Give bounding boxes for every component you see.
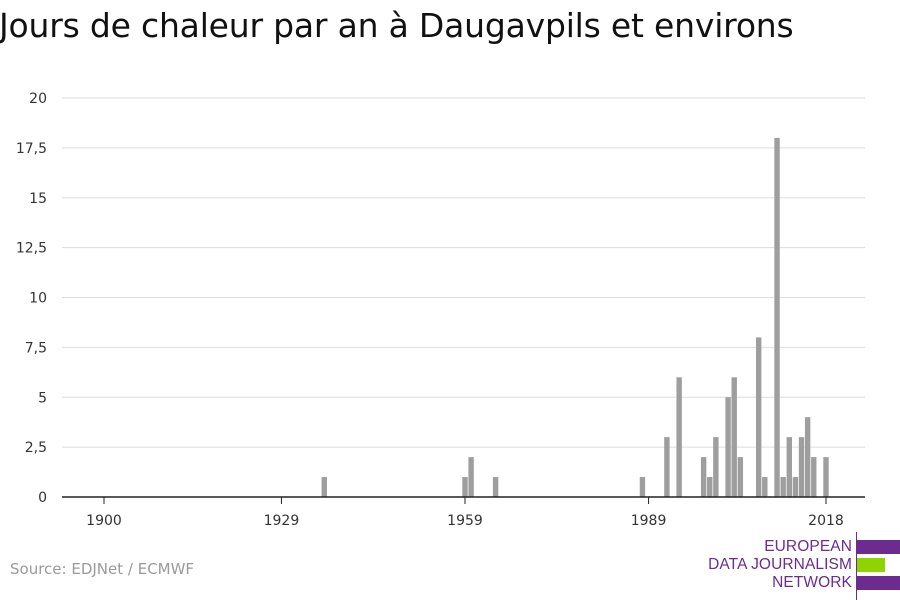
bar <box>462 477 468 497</box>
bar <box>798 437 805 497</box>
bar <box>676 377 682 497</box>
bar <box>700 457 707 497</box>
bar <box>804 417 811 497</box>
logo-bar-purple-bottom <box>857 576 900 590</box>
x-tick-label: 1929 <box>264 513 300 529</box>
bar <box>737 457 744 497</box>
source-note: Source: EDJNet / ECMWF <box>10 560 195 578</box>
y-tick-label: 17,5 <box>16 141 47 157</box>
bar <box>707 477 713 497</box>
chart-title: Jours de chaleur par an à Daugavpils et … <box>0 6 794 45</box>
logo-bar-green <box>857 558 885 572</box>
bar <box>786 437 792 497</box>
bars <box>321 137 829 497</box>
logo-text-line-3: NETWORK <box>772 574 852 591</box>
edjnet-logo: EUROPEAN DATA JOURNALISM NETWORK <box>700 530 900 600</box>
logo-text-line-1: EUROPEAN <box>764 538 852 555</box>
y-tick-label: 15 <box>29 191 47 207</box>
bar <box>780 477 786 497</box>
y-tick-label: 20 <box>29 91 47 107</box>
y-tick-label: 7,5 <box>25 340 47 356</box>
logo-divider <box>856 532 857 600</box>
bar <box>755 337 762 497</box>
bar <box>762 477 768 497</box>
bar <box>823 457 829 497</box>
bar <box>492 477 499 497</box>
bar <box>774 137 780 497</box>
bar <box>468 457 474 497</box>
y-tick-label: 10 <box>29 291 47 307</box>
bar <box>639 477 646 497</box>
bar <box>731 377 737 497</box>
x-tick-label: 1900 <box>86 513 122 529</box>
logo-bar-purple-top <box>857 540 900 554</box>
x-tick-label: 1959 <box>447 513 483 529</box>
x-axis-ticks: 1900 1929 1959 1989 2018 <box>86 497 844 529</box>
bar <box>811 457 817 497</box>
x-tick-label: 2018 <box>808 513 844 529</box>
y-tick-label: 2,5 <box>25 440 47 456</box>
bar <box>664 437 670 497</box>
bar <box>321 477 327 497</box>
logo-text-line-2: DATA JOURNALISM <box>708 556 852 573</box>
gridlines <box>62 97 865 448</box>
bar <box>792 477 799 497</box>
bar <box>725 397 731 497</box>
x-tick-label: 1989 <box>631 513 667 529</box>
y-tick-label: 5 <box>38 390 47 406</box>
y-axis-ticks: 0 2,5 5 7,5 10 12,5 15 17,5 20 <box>16 91 47 506</box>
y-tick-label: 12,5 <box>16 241 47 257</box>
bar <box>713 437 719 497</box>
y-tick-label: 0 <box>38 490 47 506</box>
